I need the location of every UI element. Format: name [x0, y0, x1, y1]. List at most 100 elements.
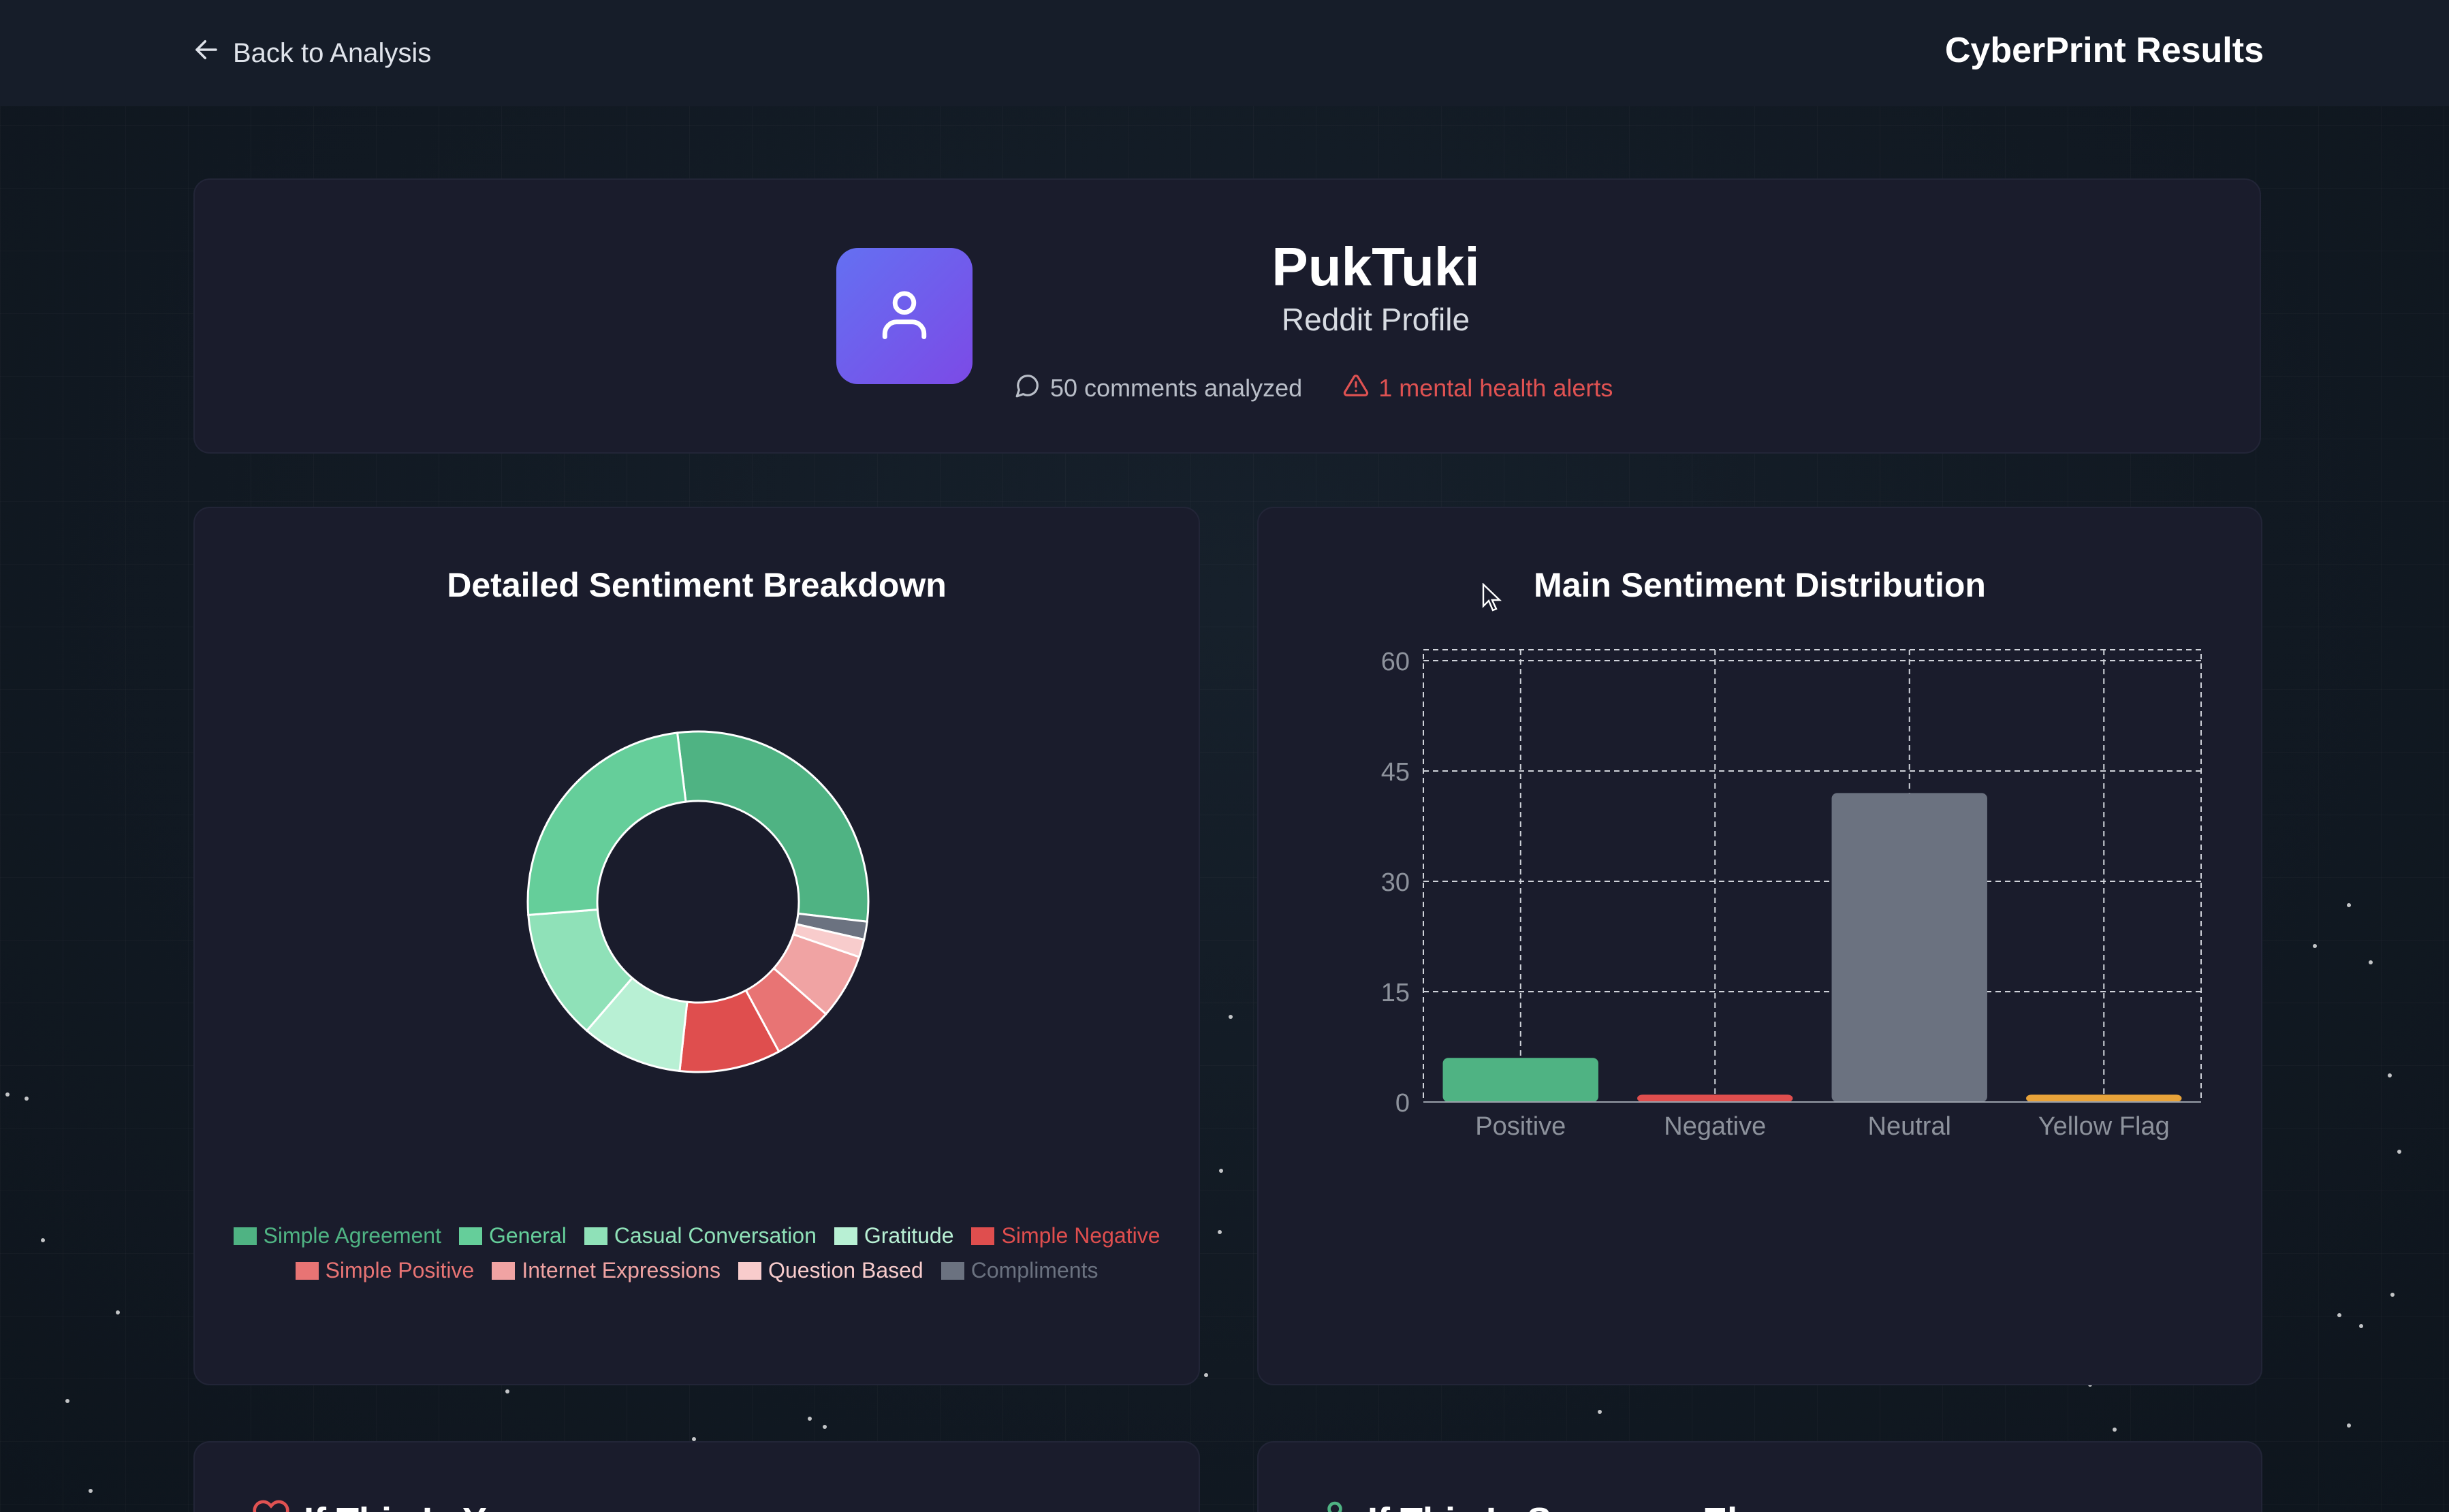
legend-item[interactable]: Simple Negative	[971, 1223, 1160, 1248]
legend-swatch	[584, 1227, 607, 1245]
profile-platform: Reddit Profile	[1281, 302, 1470, 337]
bar[interactable]	[2026, 1094, 2182, 1102]
if-this-is-someone-else-label: If This Is Someone El	[1368, 1500, 1737, 1512]
top-bar: Back to Analysis CyberPrint Results	[0, 0, 2449, 106]
legend-label: Casual Conversation	[614, 1223, 817, 1248]
profile-username: PukTuki	[1271, 236, 1480, 297]
alert-triangle-icon	[1343, 373, 1369, 405]
legend-item[interactable]: Question Based	[738, 1258, 923, 1283]
legend-swatch	[834, 1227, 857, 1245]
star-dot	[2397, 1150, 2401, 1154]
x-tick-label: Positive	[1475, 1112, 1566, 1141]
x-tick-label: Yellow Flag	[2038, 1112, 2170, 1141]
y-tick-label: 30	[1381, 868, 1410, 897]
star-dot	[808, 1417, 812, 1421]
alerts-label: 1 mental health alerts	[1378, 374, 1613, 402]
legend-item[interactable]: Simple Positive	[295, 1258, 475, 1283]
star-dot	[1219, 1169, 1223, 1173]
back-to-analysis-link[interactable]: Back to Analysis	[192, 34, 431, 72]
star-dot	[25, 1097, 29, 1101]
star-dot	[2359, 1324, 2363, 1328]
legend-item[interactable]: Casual Conversation	[584, 1223, 817, 1248]
star-dot	[2369, 960, 2373, 964]
star-dot	[2388, 1073, 2392, 1077]
star-dot	[2390, 1293, 2395, 1297]
comments-count: 50 comments analyzed	[1015, 373, 1302, 405]
donut-slice[interactable]	[676, 730, 870, 923]
mouse-cursor-icon	[1482, 582, 1502, 616]
star-dot	[1218, 1230, 1222, 1234]
legend-swatch	[971, 1227, 995, 1245]
star-dot	[89, 1489, 93, 1493]
bar-chart: 0 15 30 45 60 Positive Negative Neutral Yellow F…	[1381, 648, 2202, 1141]
legend-item[interactable]: Gratitude	[834, 1223, 954, 1248]
arrow-left-icon	[192, 35, 221, 71]
legend-swatch	[233, 1227, 257, 1245]
donut-chart	[526, 730, 870, 1073]
star-dot	[1598, 1410, 1602, 1414]
star-dot	[823, 1425, 827, 1429]
comments-count-label: 50 comments analyzed	[1050, 374, 1303, 402]
legend-item[interactable]: Simple Agreement	[233, 1223, 441, 1248]
legend-item[interactable]: Internet Expressions	[492, 1258, 721, 1283]
y-tick-label: 60	[1381, 648, 1410, 676]
star-dot	[1204, 1373, 1208, 1377]
if-this-is-someone-else-card: If This Is Someone El	[1257, 1441, 2262, 1512]
detailed-sentiment-card: Detailed Sentiment Breakdown Simple Agre…	[193, 507, 1200, 1385]
legend-label: Internet Expressions	[522, 1258, 721, 1282]
legend-item[interactable]: Compliments	[941, 1258, 1098, 1283]
legend-swatch	[941, 1261, 964, 1280]
main-sentiment-card: Main Sentiment Distribution 0 15 30 45 60 Pos…	[1257, 507, 2262, 1385]
legend-label: Question Based	[768, 1258, 923, 1282]
legend-label: Simple Agreement	[263, 1223, 441, 1248]
if-this-is-you-title: If This Is Y	[252, 1497, 487, 1512]
message-circle-icon	[1015, 373, 1041, 405]
bar[interactable]	[1637, 1094, 1793, 1102]
star-dot	[2347, 1423, 2351, 1428]
x-tick-label: Negative	[1664, 1112, 1766, 1141]
donut-legend: Simple Agreement General Casual Conversati…	[222, 1223, 1171, 1283]
star-dot	[65, 1399, 69, 1403]
star-dot	[2337, 1313, 2341, 1317]
page-title: CyberPrint Results	[1944, 31, 2264, 70]
y-tick-label: 0	[1395, 1089, 1410, 1118]
heart-icon	[252, 1497, 290, 1512]
legend-label: Simple Positive	[325, 1258, 475, 1282]
profile-card: PukTuki Reddit Profile 50 comments analy…	[193, 178, 2261, 454]
legend-swatch	[295, 1261, 319, 1280]
if-this-is-you-label: If This Is Y	[304, 1500, 487, 1512]
detailed-chart-title: Detailed Sentiment Breakdown	[447, 566, 947, 604]
back-label: Back to Analysis	[233, 37, 432, 68]
legend-label: Gratitude	[864, 1223, 954, 1248]
if-this-is-someone-else-title: If This Is Someone El	[1316, 1497, 1737, 1512]
y-tick-label: 45	[1381, 758, 1410, 787]
legend-swatch	[738, 1261, 762, 1280]
user-icon	[1316, 1497, 1354, 1512]
avatar	[836, 248, 973, 384]
bar[interactable]	[1442, 1058, 1598, 1102]
plot-frame	[1423, 649, 2202, 1103]
star-dot	[5, 1092, 10, 1097]
star-dot	[505, 1389, 509, 1393]
star-dot	[41, 1238, 45, 1242]
main-chart-title: Main Sentiment Distribution	[1534, 566, 1986, 604]
star-dot	[116, 1310, 120, 1314]
x-tick-label: Neutral	[1868, 1112, 1952, 1141]
star-dot	[2113, 1428, 2117, 1432]
y-tick-label: 15	[1381, 979, 1410, 1007]
star-dot	[2313, 944, 2317, 948]
mental-health-alerts: 1 mental health alerts	[1343, 373, 1613, 405]
star-dot	[692, 1437, 696, 1441]
donut-slice[interactable]	[526, 731, 687, 917]
star-dot	[2347, 903, 2351, 907]
star-dot	[1229, 1015, 1233, 1019]
legend-item[interactable]: General	[458, 1223, 567, 1248]
legend-swatch	[492, 1261, 516, 1280]
user-icon	[873, 283, 936, 349]
legend-swatch	[458, 1227, 482, 1245]
if-this-is-you-card: If This Is Y	[193, 1441, 1200, 1512]
profile-meta: 50 comments analyzed 1 mental health ale…	[1015, 368, 1613, 409]
bar[interactable]	[1831, 793, 1987, 1102]
legend-label: General	[488, 1223, 567, 1248]
legend-label: Simple Negative	[1001, 1223, 1160, 1248]
